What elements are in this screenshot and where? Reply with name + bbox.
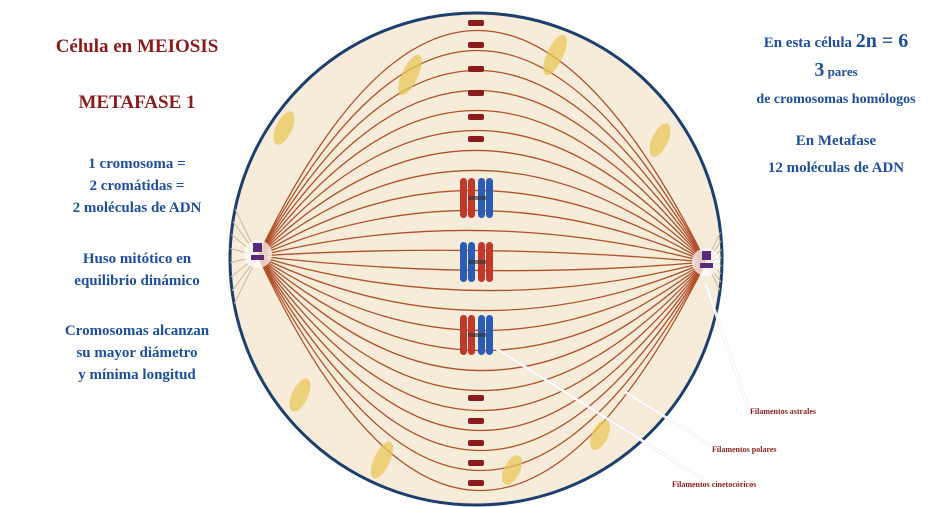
chromatid [486, 315, 493, 355]
chromatid [460, 178, 467, 218]
note-line: su mayor diámetro [76, 345, 197, 361]
equator-marker [468, 90, 484, 96]
equator-marker [468, 136, 484, 142]
pairs-text: pares [828, 64, 858, 79]
left-pole [244, 240, 272, 268]
centromere [468, 333, 486, 337]
note-line: Cromosomas alcanzan [65, 323, 210, 339]
equator-marker [468, 20, 484, 26]
note-line: 2 moléculas de ADN [73, 200, 202, 216]
ploidy-text: En esta célula [764, 35, 853, 51]
centromere [468, 260, 486, 264]
cell [230, 13, 722, 505]
diagram: Filamentos astrales Filamentos polares F… [0, 0, 948, 507]
ploidy-emphasis: 2n = 6 [856, 30, 909, 52]
equator-marker [468, 460, 484, 466]
equator-marker [468, 66, 484, 72]
equator-marker [468, 480, 484, 486]
title: Célula en MEIOSIS [56, 36, 219, 57]
chromatid [460, 242, 467, 282]
pairs: 3 pares [814, 59, 857, 81]
note-line: Huso mitótico en [83, 251, 192, 267]
ploidy: En esta célula 2n = 6 [764, 30, 909, 52]
note-line: y mínima longitud [78, 367, 196, 383]
note-line: 1 cromosoma = [88, 156, 185, 172]
label-kinetochore: Filamentos cinetocóricos [672, 480, 756, 489]
subtitle: METAFASE 1 [79, 92, 196, 113]
note-line: 2 cromátidas = [90, 178, 185, 194]
dna-count: 12 moléculas de ADN [768, 160, 904, 176]
metaphase: En Metafase [796, 133, 877, 149]
label-polar: Filamentos polares [712, 445, 777, 454]
equator-marker [468, 395, 484, 401]
right-pole [692, 248, 720, 276]
pairs-emphasis: 3 [814, 59, 824, 81]
equator-marker [468, 42, 484, 48]
equator-marker [468, 440, 484, 446]
note-line: equilibrio dinámico [74, 273, 199, 289]
left-notes: 1 cromosoma = 2 cromátidas = 2 moléculas d… [65, 156, 210, 383]
centromere [468, 196, 486, 200]
pairs-line2: de cromosomas homólogos [756, 92, 916, 107]
equator-marker [468, 114, 484, 120]
equator-marker [468, 418, 484, 424]
chromatid [486, 178, 493, 218]
label-astral: Filamentos astrales [750, 407, 816, 416]
chromatid [486, 242, 493, 282]
chromatid [460, 315, 467, 355]
